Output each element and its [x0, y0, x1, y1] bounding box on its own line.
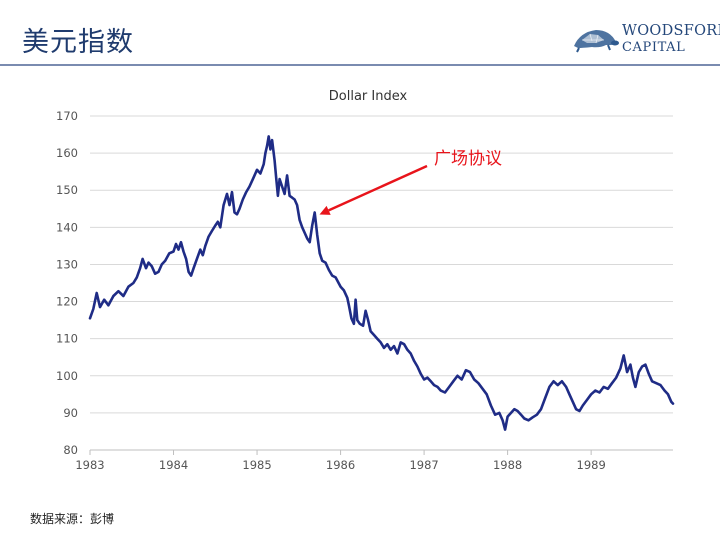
turtle-logo-icon	[574, 30, 619, 53]
y-tick-label: 170	[56, 109, 78, 123]
series-line	[88, 135, 675, 431]
y-tick-label: 140	[56, 220, 78, 234]
y-tick-label: 90	[63, 406, 78, 420]
y-tick-label: 80	[63, 443, 78, 457]
source-note: 数据来源：彭博	[30, 512, 115, 526]
annotation: 广场协议	[319, 149, 502, 215]
annotation-label: 广场协议	[434, 149, 502, 169]
chart-title: Dollar Index	[329, 89, 408, 104]
header-divider	[0, 64, 720, 66]
y-axis-ticks: 80 90 100 110 120 130 140 150 160 170	[56, 109, 78, 457]
x-tick-label: 1985	[242, 458, 271, 472]
y-tick-label: 120	[56, 295, 78, 309]
annotation-arrow	[328, 164, 428, 212]
y-tick-label: 130	[56, 257, 78, 271]
x-tick-label: 1988	[493, 458, 522, 472]
x-tick-label: 1989	[577, 458, 606, 472]
logo-text-line1: WOODSFORD	[622, 23, 720, 39]
x-tick-label: 1984	[159, 458, 188, 472]
annotation-arrowhead	[319, 205, 331, 215]
x-tick-label: 1987	[409, 458, 438, 472]
dollar-index-chart: Dollar Index 80 90 100 110 120 130 140 150 160 17…	[56, 89, 675, 472]
y-tick-label: 150	[56, 183, 78, 197]
company-logo: WOODSFORD CAPITAL	[570, 22, 720, 58]
logo-text-line2: CAPITAL	[622, 40, 686, 55]
y-tick-label: 110	[56, 332, 78, 346]
x-axis-ticks: 1983 1984 1985 1986 1987 1988 1989	[75, 450, 606, 472]
chart-container: Dollar Index 80 90 100 110 120 130 140 150 160 17…	[0, 70, 720, 490]
x-tick-label: 1983	[75, 458, 104, 472]
x-tick-label: 1986	[326, 458, 355, 472]
slide-title: 美元指数	[22, 27, 134, 58]
y-tick-label: 160	[56, 146, 78, 160]
y-tick-label: 100	[56, 369, 78, 383]
